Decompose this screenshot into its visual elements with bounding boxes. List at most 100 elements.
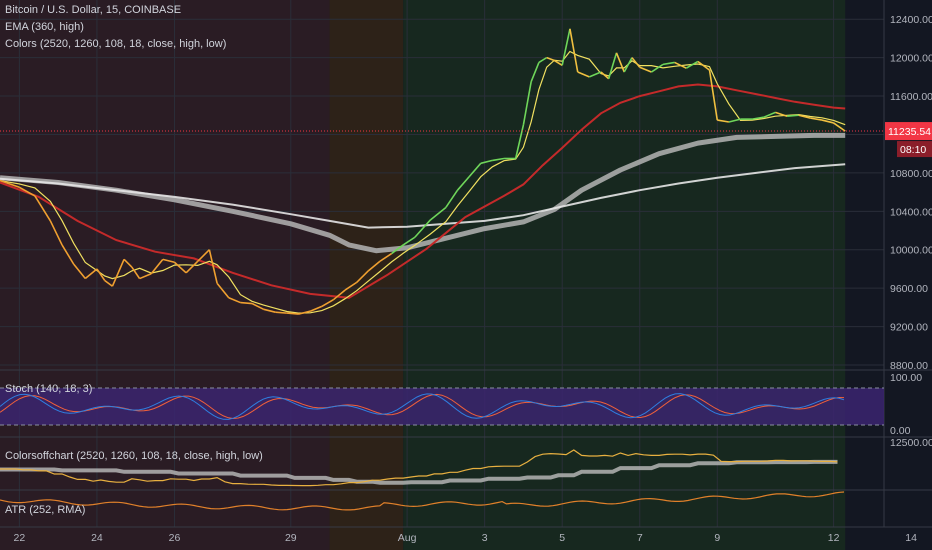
price-segment xyxy=(763,111,776,118)
price-segment xyxy=(240,301,253,305)
last-price-box xyxy=(885,122,932,141)
x-tick-label: 29 xyxy=(285,532,297,544)
price-segment xyxy=(251,302,265,311)
price-segment xyxy=(286,312,299,315)
price-segment xyxy=(18,186,36,197)
price-segment xyxy=(589,71,602,78)
price-segment xyxy=(321,298,334,308)
colorsoff-grey-line xyxy=(0,459,838,485)
price-segment xyxy=(546,56,555,62)
yellow-ma-line xyxy=(0,50,846,314)
price-segment xyxy=(298,310,311,315)
ma-grey-line xyxy=(0,132,846,254)
atr-legend[interactable]: ATR (252, RMA) xyxy=(5,504,86,516)
ema-legend[interactable]: EMA (360, high) xyxy=(5,21,84,33)
x-tick-label: 5 xyxy=(559,532,565,544)
price-segment xyxy=(600,71,610,80)
stoch-tick-label: 0.00 xyxy=(890,425,911,437)
price-segment xyxy=(123,258,133,268)
price-segment xyxy=(402,236,416,246)
price-segment xyxy=(615,52,625,73)
stoch-d-line xyxy=(0,393,845,420)
price-segment xyxy=(775,111,788,117)
price-segment xyxy=(131,266,141,279)
x-tick-label: 12 xyxy=(828,532,840,544)
price-segment xyxy=(104,279,113,287)
x-tick-label: Aug xyxy=(398,532,417,544)
y-tick-label: 9200.00 xyxy=(890,322,928,334)
price-segment xyxy=(821,119,834,124)
y-tick-label: 12400.00 xyxy=(890,14,932,26)
price-segment xyxy=(356,270,369,283)
price-segment xyxy=(162,258,175,264)
price-segment xyxy=(197,249,210,262)
price-segment xyxy=(150,258,164,275)
price-segment xyxy=(275,311,287,314)
y-tick-label: 12000.00 xyxy=(890,53,932,65)
price-segment xyxy=(530,62,540,82)
price-tag: 11235.54 08:10 xyxy=(0,122,932,158)
price-segment xyxy=(607,52,618,79)
price-segment xyxy=(0,179,20,189)
price-segment xyxy=(522,81,532,126)
price-segment xyxy=(631,57,641,68)
countdown-box xyxy=(897,141,932,158)
colorsoff-yellow-line xyxy=(0,449,838,487)
price-segment xyxy=(833,122,846,132)
stoch-legend[interactable]: Stoch (140, 18, 3) xyxy=(5,383,93,395)
price-segment xyxy=(810,117,823,121)
symbol-title: Bitcoin / U.S. Dollar, 15, COINBASE xyxy=(5,4,182,16)
price-segment xyxy=(787,114,799,118)
price-segment xyxy=(623,57,633,73)
price-segment xyxy=(84,268,98,280)
price-segment xyxy=(173,261,187,274)
price-segment xyxy=(554,59,563,66)
y-tick-label: 10000.00 xyxy=(890,245,932,257)
bg-band-green xyxy=(403,0,846,550)
bg-band-orange xyxy=(329,0,404,550)
price-segment xyxy=(514,124,525,159)
price-segment xyxy=(445,189,459,208)
price-segment xyxy=(561,28,571,66)
price-segment xyxy=(309,305,323,312)
price-segment xyxy=(674,61,687,69)
y-tick-label: 11600.00 xyxy=(890,91,932,103)
price-segment xyxy=(708,69,719,121)
price-segment xyxy=(697,60,711,71)
price-segment xyxy=(752,116,764,120)
price-segment xyxy=(662,61,675,66)
price-segment xyxy=(577,71,590,78)
price-segment xyxy=(480,159,493,165)
x-tick-label: 24 xyxy=(91,532,103,544)
grid xyxy=(0,0,932,528)
price-segment xyxy=(492,157,505,162)
y-tick-label: 10800.00 xyxy=(890,168,932,180)
last-price-label: 11235.54 xyxy=(888,126,931,138)
price-segment xyxy=(61,244,75,265)
price-segment xyxy=(96,268,106,281)
price-segment xyxy=(685,60,699,69)
price-segment xyxy=(228,297,241,304)
price-series xyxy=(0,28,846,315)
price-segment xyxy=(73,263,86,280)
colorsoffchart-legend[interactable]: Colorsoffchart (2520, 1260, 108, 18, clo… xyxy=(5,450,263,462)
price-segment xyxy=(367,260,381,272)
countdown-label: 08:10 xyxy=(900,144,926,156)
colors-legend[interactable]: Colors (2520, 1260, 108, 18, close, high… xyxy=(5,38,227,50)
price-segment xyxy=(728,118,741,123)
price-segment xyxy=(429,206,447,221)
price-segment xyxy=(468,162,482,178)
indicator-panes xyxy=(0,387,884,511)
price-segment xyxy=(456,176,470,191)
price-segment xyxy=(263,308,276,313)
price-segment xyxy=(639,66,652,73)
price-segment xyxy=(344,281,358,291)
x-tick-label: 9 xyxy=(714,532,720,544)
price-segment xyxy=(49,220,63,246)
price-segment xyxy=(379,252,393,262)
x-tick-label: 7 xyxy=(637,532,643,544)
price-segment xyxy=(391,244,404,255)
stoch-tick-label: 100.00 xyxy=(890,372,922,384)
price-segment xyxy=(332,289,346,301)
